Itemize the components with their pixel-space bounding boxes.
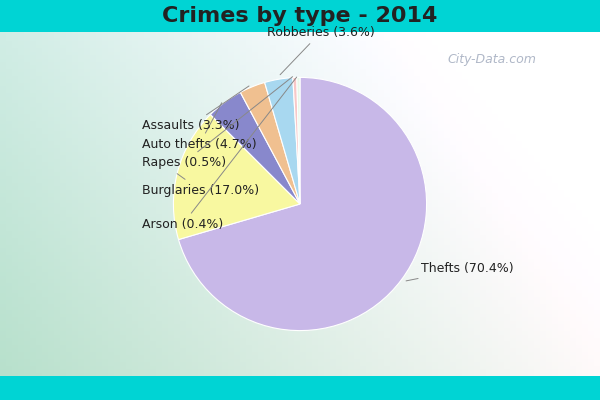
Wedge shape — [297, 78, 300, 204]
Wedge shape — [241, 82, 300, 204]
Wedge shape — [173, 114, 300, 240]
Text: City-Data.com: City-Data.com — [448, 54, 536, 66]
Text: Burglaries (17.0%): Burglaries (17.0%) — [142, 174, 259, 197]
Text: Auto thefts (4.7%): Auto thefts (4.7%) — [142, 103, 256, 151]
Text: Assaults (3.3%): Assaults (3.3%) — [142, 86, 249, 132]
Text: Crimes by type - 2014: Crimes by type - 2014 — [163, 6, 437, 26]
Wedge shape — [293, 78, 300, 204]
Text: Thefts (70.4%): Thefts (70.4%) — [406, 262, 514, 281]
Wedge shape — [211, 92, 300, 204]
Wedge shape — [265, 78, 300, 204]
Text: Arson (0.4%): Arson (0.4%) — [142, 77, 296, 231]
Text: Rapes (0.5%): Rapes (0.5%) — [142, 77, 293, 169]
Text: Robberies (3.6%): Robberies (3.6%) — [267, 26, 374, 75]
Wedge shape — [179, 78, 427, 330]
